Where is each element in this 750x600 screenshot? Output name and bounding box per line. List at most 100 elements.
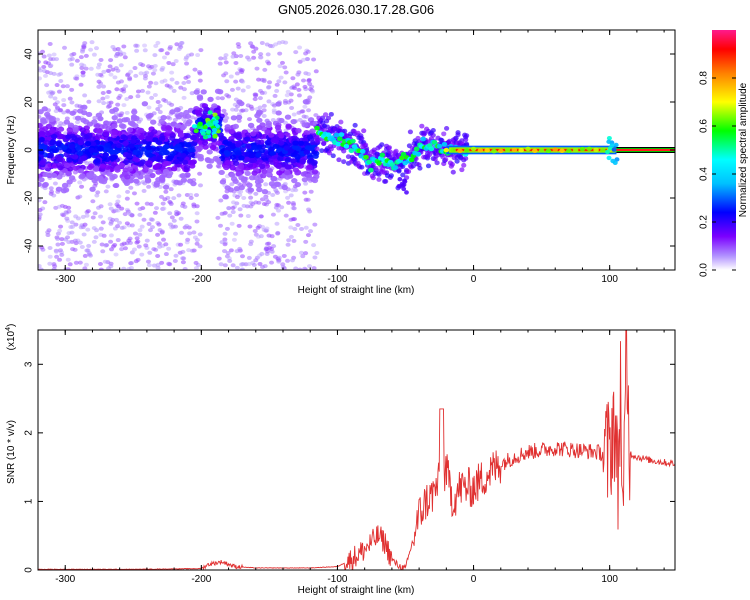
spectrogram-cell bbox=[310, 89, 316, 94]
spectrogram-cell bbox=[127, 76, 133, 81]
spectrogram-cell bbox=[41, 126, 49, 132]
spectrogram-cell bbox=[193, 193, 199, 198]
spectrogram-cell bbox=[124, 196, 130, 201]
spectrogram-cell bbox=[248, 242, 254, 247]
spectrogram-cell bbox=[172, 117, 178, 122]
spectrogram-cell bbox=[224, 124, 231, 130]
spectrogram-cell bbox=[173, 253, 179, 258]
spectrogram-cell bbox=[330, 153, 336, 159]
spectrogram-cell bbox=[66, 127, 73, 133]
spectrogram-cell bbox=[229, 87, 235, 92]
spectrogram-cell bbox=[183, 109, 190, 116]
spectrogram-cell bbox=[285, 123, 292, 129]
spectrogram-cell bbox=[345, 154, 352, 160]
spectrogram-cell bbox=[43, 73, 49, 78]
spectrogram-cell bbox=[107, 64, 113, 69]
spectrogram-cell bbox=[224, 226, 230, 231]
spectrogram-cell bbox=[231, 237, 237, 242]
spectrogram-cell bbox=[156, 241, 162, 246]
spectrogram-cell bbox=[198, 48, 204, 53]
spectrogram-cell bbox=[311, 177, 319, 184]
spectrogram-cell bbox=[80, 110, 88, 116]
figure-title: GN05.2026.030.17.28.G06 bbox=[278, 2, 434, 17]
snr-xlabel: Height of straight line (km) bbox=[298, 585, 415, 596]
spectrogram-cell bbox=[163, 160, 170, 166]
spectrogram-cell bbox=[261, 79, 267, 84]
spectrogram-cell bbox=[238, 213, 244, 218]
spectrogram-cell bbox=[314, 250, 320, 255]
spectrogram-cell bbox=[320, 115, 326, 121]
spectrogram-cell bbox=[545, 148, 552, 154]
spectrogram-cell bbox=[270, 175, 277, 182]
spectrogram-cell bbox=[216, 256, 222, 261]
spectrogram-cell bbox=[38, 122, 43, 129]
snr-xtick-label: 100 bbox=[601, 574, 618, 585]
spectrogram-cell bbox=[121, 241, 127, 246]
spectrogram-cell bbox=[223, 149, 230, 156]
spectrogram-cell bbox=[302, 266, 308, 270]
spectrogram-cell bbox=[91, 52, 97, 57]
spectrogram-ylabel: Frequency (Hz) bbox=[6, 116, 17, 185]
spectrogram-cell bbox=[296, 110, 302, 115]
spectrogram-cell bbox=[132, 66, 138, 71]
colorbar-tick-label: 0.8 bbox=[699, 71, 710, 85]
spectrogram-cell bbox=[152, 137, 159, 143]
spectrogram-cell bbox=[169, 102, 175, 107]
spectrogram-cell bbox=[302, 99, 310, 105]
spectrogram-cell bbox=[121, 44, 127, 49]
spectrogram-cell bbox=[42, 181, 49, 188]
spectrogram-cell bbox=[141, 217, 147, 222]
spectrogram-cell bbox=[455, 132, 461, 138]
spectrogram-cell bbox=[230, 144, 237, 150]
spectrogram-cell bbox=[247, 224, 253, 229]
spectrogram-cell bbox=[180, 152, 187, 159]
spectrogram-cell bbox=[196, 145, 204, 151]
spectrogram-cell bbox=[291, 112, 297, 117]
spectrogram-cell bbox=[236, 118, 242, 123]
spectrogram-cell bbox=[169, 215, 175, 220]
spectrogram-cell bbox=[290, 76, 296, 81]
spectrogram-cell bbox=[112, 242, 118, 247]
spectrogram-cell bbox=[113, 217, 119, 222]
spectrogram-cell bbox=[430, 128, 436, 133]
spectrogram-cell bbox=[314, 125, 320, 131]
spectrogram-cell bbox=[115, 51, 121, 56]
spectrogram-cell bbox=[613, 142, 619, 148]
spectrogram-cell bbox=[50, 172, 58, 179]
spectrogram-cell bbox=[66, 179, 73, 185]
spectrogram-cell bbox=[240, 108, 246, 113]
spectrogram-cell bbox=[272, 93, 278, 98]
spectrogram-cell bbox=[223, 60, 229, 65]
spectrogram-cell bbox=[166, 60, 172, 65]
spectrogram-cell bbox=[214, 88, 222, 94]
spectrogram-cell bbox=[89, 40, 95, 45]
spectrogram-cell bbox=[234, 150, 242, 156]
spectrogram-cell bbox=[217, 223, 223, 228]
spectrogram-cell bbox=[94, 46, 100, 51]
spectrogram-cell bbox=[182, 267, 188, 270]
spectrogram-cell bbox=[288, 193, 294, 198]
spectrogram-cell bbox=[156, 222, 162, 227]
spectrogram-cell bbox=[137, 228, 143, 233]
spectrogram-cell bbox=[297, 163, 304, 169]
spectrogram-cell bbox=[219, 96, 225, 101]
spectrogram-cell bbox=[343, 143, 350, 149]
spectrogram-cell bbox=[245, 103, 251, 108]
spectrogram-cell bbox=[247, 187, 255, 193]
spectrogram-cell bbox=[218, 135, 226, 141]
spectrogram-cell bbox=[341, 159, 347, 165]
spectrogram-cell bbox=[137, 212, 143, 217]
spectrogram-cell bbox=[184, 61, 190, 66]
spectrogram-cell bbox=[280, 262, 286, 267]
spectrogram-cell bbox=[370, 162, 376, 168]
spectrogram-cell bbox=[52, 102, 58, 107]
spectrogram-cell bbox=[132, 172, 139, 178]
spectrogram-cell bbox=[61, 144, 68, 151]
spectrogram-cell bbox=[121, 266, 127, 270]
spectrogram-cell bbox=[288, 92, 294, 97]
spectrogram-cell bbox=[54, 105, 60, 110]
spectrogram-cell bbox=[477, 148, 484, 153]
spectrogram-cell bbox=[154, 206, 160, 211]
spectrogram-cell bbox=[144, 201, 150, 206]
spectrogram-cell bbox=[196, 94, 204, 100]
